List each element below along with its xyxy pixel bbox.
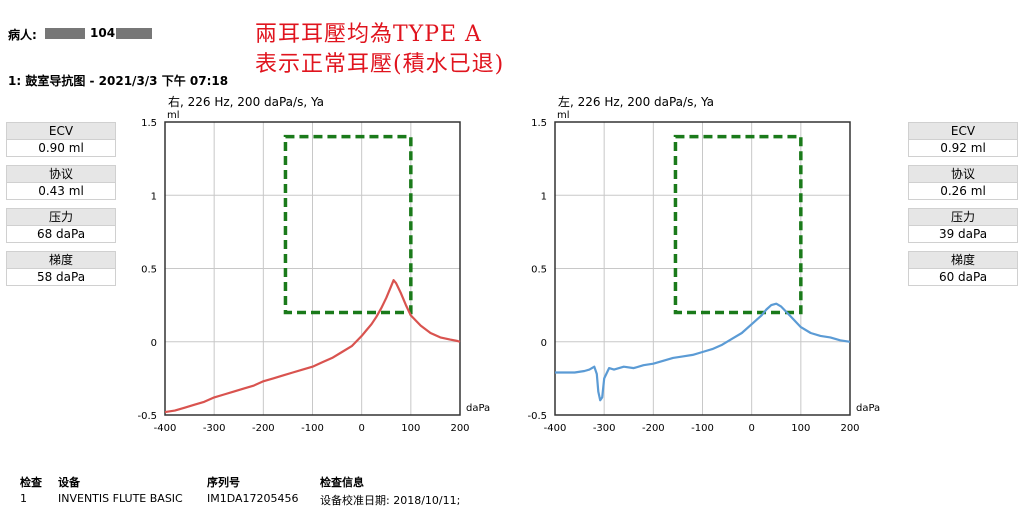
right-y-tick-label: 0.5 (141, 265, 157, 276)
metric-value: 0.90 ml (7, 139, 115, 156)
left-tympanogram-line (555, 302, 851, 402)
right-metrics-panel: ECV 0.90 ml 协议 0.43 ml 压力 68 daPa 梯度 58 … (6, 122, 116, 286)
right-x-tick-label: -400 (154, 423, 177, 434)
redacted-name-block (45, 28, 85, 39)
right-ecv-box: ECV 0.90 ml (6, 122, 116, 157)
left-normal-range-box (673, 134, 803, 315)
left-plot-frame (554, 121, 851, 416)
left-chart-title: 左, 226 Hz, 200 daPa/s, Ya (558, 95, 714, 109)
right-x-tick-label: -100 (301, 423, 324, 434)
metric-value: 0.43 ml (7, 182, 115, 199)
right-y-tick-label: -0.5 (137, 411, 157, 422)
footer-header-info: 检查信息 (320, 476, 364, 489)
right-y-tick-label: 1 (151, 191, 157, 202)
metric-value: 0.26 ml (909, 182, 1017, 199)
left-x-tick-label: -100 (691, 423, 714, 434)
right-pressure-box: 压力 68 daPa (6, 208, 116, 243)
left-y-tick-label: 0.5 (531, 265, 547, 276)
right-gradient-box: 梯度 58 daPa (6, 251, 116, 286)
right-y-tick-label: 0 (151, 338, 157, 349)
left-ear-tympanogram: -400 -300 -200 -100 0 100 200 -0.5 0 0.5 1 1.5 ml daP… (527, 110, 880, 434)
left-y-tick-label: 1.5 (531, 118, 547, 129)
left-compliance-box: 协议 0.26 ml (908, 165, 1018, 200)
metric-label: 协议 (7, 166, 115, 182)
footer-check-info: 设备校准日期: 2018/10/11; (320, 494, 461, 507)
metric-label: ECV (7, 123, 115, 139)
right-x-tick-label: 100 (401, 423, 420, 434)
right-x-tick-label: 0 (358, 423, 364, 434)
metric-value: 39 daPa (909, 225, 1017, 242)
left-x-tick-label: 100 (791, 423, 810, 434)
footer-device-name: INVENTIS FLUTE BASIC (58, 492, 183, 505)
left-x-tick-label: -400 (544, 423, 567, 434)
footer-test-number: 1 (20, 492, 27, 505)
annotation-line-1: 兩耳耳壓均為TYPE A (255, 22, 482, 47)
footer-header-test: 检查 (20, 476, 42, 489)
metric-value: 68 daPa (7, 225, 115, 242)
right-ear-tympanogram: -400 -300 -200 -100 0 100 200 -0.5 0 0.5 1 1.5 ml daP… (137, 110, 490, 434)
metric-label: 压力 (909, 209, 1017, 225)
metric-label: 压力 (7, 209, 115, 225)
right-compliance-box: 协议 0.43 ml (6, 165, 116, 200)
left-x-tick-label: 200 (840, 423, 859, 434)
left-x-tick-label: 0 (748, 423, 754, 434)
left-x-axis-label: daPa (856, 403, 880, 414)
metric-label: 梯度 (909, 252, 1017, 268)
left-y-tick-label: -0.5 (527, 411, 547, 422)
patient-id: 104 (90, 26, 116, 40)
metric-value: 58 daPa (7, 268, 115, 285)
left-gradient-box: 梯度 60 daPa (908, 251, 1018, 286)
right-tympanogram-line (164, 279, 461, 414)
metric-label: ECV (909, 123, 1017, 139)
right-chart-title: 右, 226 Hz, 200 daPa/s, Ya (168, 95, 324, 109)
metric-value: 0.92 ml (909, 139, 1017, 156)
metric-label: 梯度 (7, 252, 115, 268)
metric-label: 协议 (909, 166, 1017, 182)
left-y-tick-label: 0 (541, 338, 547, 349)
right-x-tick-label: 200 (450, 423, 469, 434)
right-plot-frame (164, 121, 461, 416)
redacted-id-block (116, 28, 152, 39)
left-x-tick-label: -200 (642, 423, 665, 434)
right-x-tick-label: -200 (252, 423, 275, 434)
footer-serial-number: IM1DA17205456 (207, 492, 299, 505)
metric-value: 60 daPa (909, 268, 1017, 285)
right-x-tick-label: -300 (203, 423, 226, 434)
patient-label: 病人: (8, 28, 37, 42)
right-normal-range-box (283, 134, 413, 315)
footer-header-device: 设备 (58, 476, 80, 489)
footer-header-serial: 序列号 (207, 476, 240, 489)
left-ecv-box: ECV 0.92 ml (908, 122, 1018, 157)
left-x-tick-label: -300 (593, 423, 616, 434)
left-y-axis-label: ml (557, 110, 570, 121)
right-y-tick-label: 1.5 (141, 118, 157, 129)
left-metrics-panel: ECV 0.92 ml 协议 0.26 ml 压力 39 daPa 梯度 60 … (908, 122, 1018, 286)
left-y-tick-label: 1 (541, 191, 547, 202)
test-title: 1: 鼓室导抗图 - 2021/3/3 下午 07:18 (8, 74, 229, 88)
annotation-line-2: 表示正常耳壓(積水已退) (255, 52, 505, 77)
left-pressure-box: 压力 39 daPa (908, 208, 1018, 243)
right-y-axis-label: ml (167, 110, 180, 121)
right-x-axis-label: daPa (466, 403, 490, 414)
